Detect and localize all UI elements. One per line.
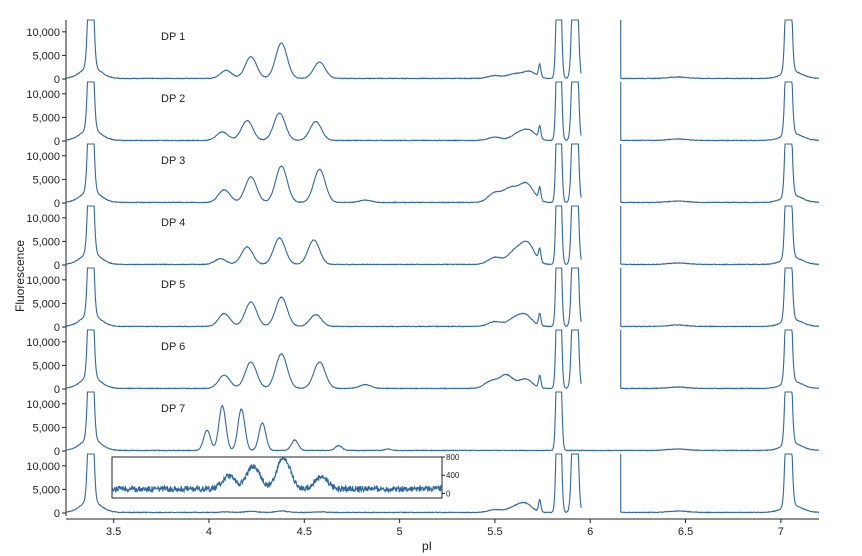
x-tick-label: 3.5 — [106, 526, 121, 538]
panel-6: 0 5,000 10,000 DP 6 — [26, 329, 820, 396]
y-tick-label: 5,000 — [32, 236, 60, 248]
series-label: DP 5 — [161, 279, 185, 291]
series-trace — [65, 267, 820, 328]
inset: 800 400 0 — [111, 453, 460, 499]
y-tick-label: 10,000 — [26, 213, 60, 225]
panel-4: 0 5,000 10,000 DP 4 — [26, 205, 820, 272]
inset-tick-label: 400 — [446, 471, 460, 480]
x-axis-title: pI — [422, 539, 432, 553]
series-label: DP 2 — [161, 93, 185, 105]
y-tick-label: 10,000 — [26, 27, 60, 39]
series-label: DP 1 — [161, 31, 185, 43]
y-tick-label: 5,000 — [32, 298, 60, 310]
y-tick-label: 0 — [54, 322, 60, 334]
series-trace — [65, 205, 820, 266]
y-tick-label: 0 — [54, 74, 60, 86]
y-tick-label: 10,000 — [26, 399, 60, 411]
inset-frame — [111, 456, 443, 499]
y-axis-title: Fluorescence — [13, 240, 27, 312]
x-tick-label: 7 — [778, 526, 784, 538]
y-tick-label: 0 — [54, 384, 60, 396]
series-label: DP 4 — [161, 217, 185, 229]
y-tick-label: 0 — [54, 136, 60, 148]
x-tick-label: 6 — [587, 526, 593, 538]
y-tick-label: 5,000 — [32, 484, 60, 496]
panels: 0 5,000 10,000 DP 1 0 5,000 10,000 DP 2 0 5,000 10… — [26, 19, 820, 520]
inset-tick-label: 0 — [446, 489, 451, 498]
y-tick-label: 10,000 — [26, 151, 60, 163]
series-trace — [65, 19, 820, 80]
y-tick-label: 5,000 — [32, 360, 60, 372]
panel-1: 0 5,000 10,000 DP 1 — [26, 19, 820, 86]
y-tick-label: 5,000 — [32, 174, 60, 186]
series-trace — [65, 329, 820, 390]
panel-2: 0 5,000 10,000 DP 2 — [26, 81, 820, 148]
y-tick-label: 5,000 — [32, 50, 60, 62]
series-trace — [65, 81, 820, 142]
y-tick-label: 10,000 — [26, 337, 60, 349]
x-tick-label: 5 — [397, 526, 403, 538]
y-tick-label: 5,000 — [32, 112, 60, 124]
inset-tick-label: 800 — [446, 453, 460, 462]
y-tick-label: 10,000 — [26, 461, 60, 473]
x-tick-label: 5.5 — [487, 526, 502, 538]
y-tick-label: 0 — [54, 446, 60, 458]
series-trace — [65, 391, 820, 452]
series-label: DP 7 — [161, 403, 185, 415]
series-trace — [65, 453, 820, 514]
y-tick-label: 10,000 — [26, 275, 60, 287]
y-tick-label: 0 — [54, 198, 60, 210]
panel-7: 0 5,000 10,000 DP 7 — [26, 391, 820, 458]
x-tick-label: 6.5 — [678, 526, 693, 538]
series-label: DP 6 — [161, 341, 185, 353]
series-trace — [65, 143, 820, 204]
x-tick-label: 4.5 — [297, 526, 312, 538]
series-label: DP 3 — [161, 155, 185, 167]
panel-5: 0 5,000 10,000 DP 5 — [26, 267, 820, 334]
y-tick-label: 5,000 — [32, 422, 60, 434]
x-axis: 3.5 4 4.5 5 5.5 6 6.5 7 — [66, 518, 819, 538]
x-tick-label: 4 — [206, 526, 212, 538]
panel-3: 0 5,000 10,000 DP 3 — [26, 143, 820, 210]
y-tick-label: 10,000 — [26, 89, 60, 101]
inset-trace — [111, 457, 443, 494]
y-tick-label: 0 — [54, 260, 60, 272]
y-tick-label: 0 — [54, 508, 60, 520]
